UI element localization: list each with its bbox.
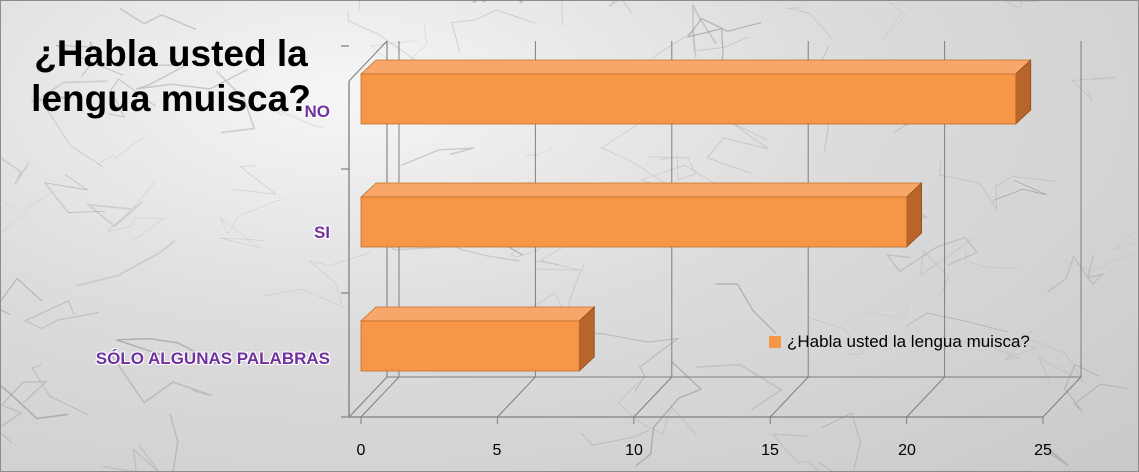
marble-vein bbox=[1, 385, 68, 420]
marble-vein bbox=[706, 121, 769, 174]
bar-front-face bbox=[360, 320, 580, 372]
marble-vein bbox=[652, 31, 749, 59]
marble-vein bbox=[992, 337, 1038, 359]
marble-vein bbox=[818, 412, 861, 471]
marble-vein bbox=[1, 190, 56, 234]
marble-vein bbox=[1071, 76, 1117, 101]
marble-vein bbox=[905, 312, 1008, 333]
bar bbox=[359, 306, 596, 372]
gridline-floor bbox=[633, 376, 673, 418]
bar-front-face bbox=[360, 73, 1017, 125]
marble-vein bbox=[98, 136, 144, 165]
bars bbox=[359, 59, 1032, 372]
marble-vein bbox=[24, 300, 99, 330]
bar-front-face bbox=[360, 196, 907, 248]
marble-vein bbox=[771, 433, 821, 471]
chart-title: ¿Habla usted la lengua muisca? bbox=[31, 33, 311, 119]
legend-swatch bbox=[769, 336, 781, 348]
bar bbox=[359, 59, 1032, 125]
x-tick-label: 5 bbox=[492, 442, 502, 459]
marble-vein bbox=[116, 337, 218, 365]
bar-top-face bbox=[359, 306, 596, 322]
marble-vein bbox=[43, 174, 106, 213]
marble-vein bbox=[964, 251, 1018, 269]
marble-vein bbox=[715, 283, 777, 334]
marble-vein bbox=[808, 317, 864, 356]
marble-vein bbox=[634, 360, 703, 467]
bar-top-face bbox=[359, 59, 1032, 75]
category-label-si: SI bbox=[313, 223, 330, 242]
marble-vein bbox=[941, 330, 1033, 361]
gridline-floor bbox=[1042, 376, 1082, 418]
marble-vein bbox=[85, 201, 143, 228]
gridline-floor bbox=[497, 376, 536, 418]
x-tick-label: 15 bbox=[761, 442, 779, 459]
marble-vein bbox=[608, 1, 632, 13]
marble-vein bbox=[1042, 443, 1069, 467]
marble-vein bbox=[580, 429, 650, 446]
marble-vein bbox=[1, 380, 49, 444]
marble-vein bbox=[262, 251, 372, 308]
marble-vein bbox=[216, 70, 256, 134]
marble-vein bbox=[31, 80, 108, 102]
marble-vein bbox=[529, 1, 564, 26]
gridline-floor bbox=[906, 376, 945, 418]
marble-vein bbox=[80, 41, 100, 78]
marble-vein bbox=[39, 98, 103, 168]
x-tick-label: 10 bbox=[625, 442, 643, 459]
marble-vein bbox=[1031, 339, 1085, 387]
marble-vein bbox=[686, 17, 762, 70]
gridline-floor bbox=[769, 376, 809, 418]
marble-vein bbox=[566, 330, 680, 392]
marble-vein bbox=[119, 7, 197, 31]
marble-vein bbox=[526, 146, 553, 156]
marble-vein bbox=[1046, 254, 1105, 293]
marble-vein bbox=[400, 147, 474, 167]
marble-vein bbox=[220, 199, 282, 248]
marble-vein bbox=[109, 352, 213, 404]
x-tick-label: 0 bbox=[356, 442, 366, 459]
bar-top-face bbox=[359, 182, 923, 198]
floor-edge bbox=[348, 376, 388, 418]
marble-vein bbox=[106, 180, 167, 242]
marble-vein bbox=[1053, 228, 1138, 271]
x-tick-label: 25 bbox=[1034, 442, 1052, 459]
marble-vein bbox=[108, 78, 156, 118]
wall-top-edge bbox=[348, 40, 388, 82]
marble-vein bbox=[1004, 1, 1038, 10]
marble-vein bbox=[1064, 363, 1127, 412]
marble-vein bbox=[919, 237, 976, 297]
marble-vein bbox=[692, 3, 717, 58]
category-label-no: NO bbox=[304, 102, 331, 121]
marble-vein bbox=[269, 105, 323, 129]
gridline-floor bbox=[360, 376, 400, 418]
x-tick-label: 20 bbox=[898, 442, 916, 459]
marble-vein bbox=[231, 165, 278, 195]
category-label-solo-algunas: SÓLO ALGUNAS PALABRAS bbox=[95, 349, 330, 368]
marble-vein bbox=[136, 63, 248, 90]
marble-vein bbox=[534, 242, 580, 271]
marble-vein bbox=[885, 236, 979, 273]
marble-vein bbox=[1, 157, 30, 185]
bar bbox=[359, 182, 923, 248]
marble-vein bbox=[102, 444, 160, 471]
marble-vein bbox=[865, 302, 909, 327]
marble-vein bbox=[55, 44, 124, 76]
marble-vein bbox=[1, 277, 43, 316]
marble-vein bbox=[939, 160, 1058, 211]
marble-vein bbox=[169, 413, 179, 471]
marble-vein bbox=[786, 7, 835, 42]
marble-vein bbox=[76, 240, 176, 287]
legend-label: ¿Habla usted la lengua muisca? bbox=[787, 332, 1030, 351]
marble-vein bbox=[992, 179, 1047, 201]
marble-vein bbox=[617, 383, 698, 437]
legend: ¿Habla usted la lengua muisca? bbox=[769, 332, 1030, 352]
marble-vein bbox=[882, 2, 906, 40]
marble-vein bbox=[451, 9, 536, 53]
